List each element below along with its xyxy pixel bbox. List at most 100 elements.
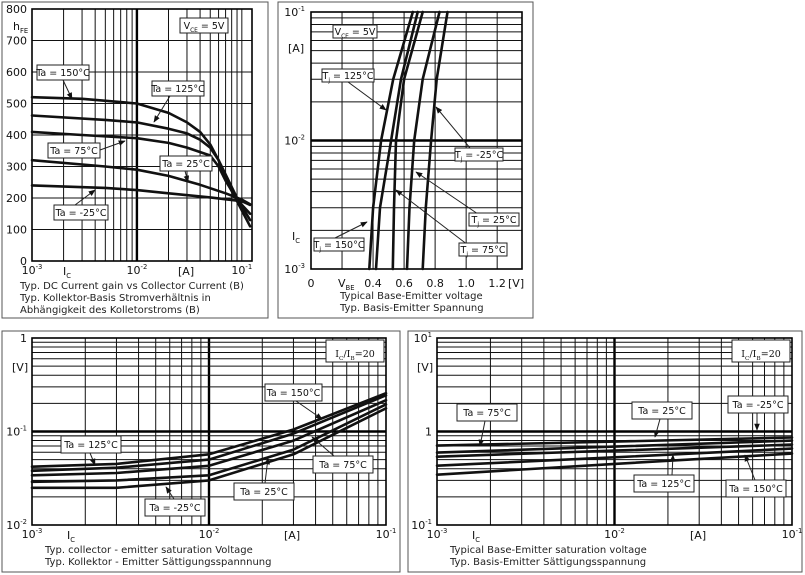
series-label: Tj = 125°C xyxy=(322,71,374,84)
text-segment: I xyxy=(335,349,339,360)
text-segment: -2 xyxy=(213,527,220,535)
leader-arrow xyxy=(74,189,96,206)
condition-label: IC/IB=20 xyxy=(335,349,375,362)
leader-arrow xyxy=(334,221,368,239)
series-label-box xyxy=(631,401,693,420)
leader-arrow xyxy=(165,486,175,500)
x-tick-label: 1.0 xyxy=(457,277,475,290)
leader-arrow xyxy=(744,454,756,481)
series-label-box xyxy=(144,498,206,517)
leader-arrow xyxy=(295,400,323,420)
text-segment: h xyxy=(13,20,20,33)
condition-box xyxy=(325,339,385,363)
chart-caption: Abhängigkeit des Kolletorstroms (B) xyxy=(20,305,200,316)
text-segment: -2 xyxy=(141,263,148,271)
chart-caption: Typ. Basis-Emitter Spannung xyxy=(339,303,484,314)
text-segment: -1 xyxy=(425,518,432,526)
text-segment: C xyxy=(475,536,480,544)
series-label-box xyxy=(454,147,504,162)
y-tick-label: 1 xyxy=(425,426,432,439)
chart-caption: Typ. Kollektor-Basis Stromverhältnis in xyxy=(19,293,211,304)
series-label-box xyxy=(264,383,323,402)
text-segment: 10 xyxy=(284,6,298,19)
text-segment: Ta = 150°C xyxy=(266,388,321,399)
text-segment: CE xyxy=(341,34,349,40)
text-segment: T xyxy=(471,215,478,226)
text-segment: Ta = 25°C xyxy=(637,406,686,417)
series-label-box xyxy=(633,474,695,493)
text-segment: Ta = 125°C xyxy=(150,84,205,95)
series-label-box xyxy=(233,482,295,501)
text-segment: -3 xyxy=(36,527,43,535)
text-segment: Ta = -25°C xyxy=(732,400,784,411)
series-label: Tj = 150°C xyxy=(313,240,365,253)
x-tick-label: 10-1 xyxy=(376,527,397,541)
text-segment: = 150°C xyxy=(321,240,365,251)
leader-arrow xyxy=(653,418,661,438)
text-segment: = -25°C xyxy=(462,150,503,161)
leader-arrow xyxy=(395,189,469,246)
text-segment: 10 xyxy=(127,264,141,277)
series-label-box xyxy=(458,242,508,257)
series-label-box xyxy=(36,64,90,81)
text-segment: 10 xyxy=(284,263,298,276)
condition-box xyxy=(731,339,791,363)
y-tick-label: 700 xyxy=(6,35,27,48)
series-line xyxy=(405,10,441,271)
text-segment: -1 xyxy=(20,425,27,433)
series-line xyxy=(374,10,420,271)
chart-caption: Typ. Basis-Emitter Sättigungsspannung xyxy=(449,557,646,568)
series-line xyxy=(30,114,252,222)
text-segment: B xyxy=(350,356,354,362)
series-line xyxy=(367,10,415,271)
text-segment: = 75°C xyxy=(468,245,506,256)
leader-arrow xyxy=(99,140,126,151)
series-label: Ta = -25°C xyxy=(149,503,201,514)
series-label-box xyxy=(60,435,122,454)
series-label: Ta = 150°C xyxy=(266,388,321,399)
series-label: Ta = 150°C xyxy=(728,484,783,495)
condition-box xyxy=(332,24,378,39)
y-tick-label: 600 xyxy=(6,66,27,79)
chart-caption: Typ. collector - emitter saturation Volt… xyxy=(44,545,253,556)
text-segment: T xyxy=(454,150,461,161)
x-tick-label: 0.4 xyxy=(364,277,382,290)
series-label-box xyxy=(456,403,518,422)
series-label: Ta = 75°C xyxy=(462,408,511,419)
text-segment: =20 xyxy=(761,349,781,360)
y-tick-label: 10-1 xyxy=(284,5,305,19)
y-tick-label: 200 xyxy=(6,192,27,205)
x-tick-label: 0 xyxy=(308,277,315,290)
series-label: Ta = 125°C xyxy=(63,440,118,451)
chart-panel-1: 10-3 10-2 10-10100200300400500600700800IC[… xyxy=(1,1,269,319)
text-segment: C xyxy=(339,356,344,362)
text-segment: = 125°C xyxy=(330,71,374,82)
series-label: Ta = 150°C xyxy=(35,68,90,79)
x-axis-unit: [V] xyxy=(508,277,524,290)
text-segment: Ta = 125°C xyxy=(63,440,118,451)
leader-arrow xyxy=(415,171,479,215)
x-tick-label: 0.8 xyxy=(426,277,444,290)
leader-arrow xyxy=(89,452,96,466)
text-segment: Ta = -25°C xyxy=(55,208,107,219)
text-segment: j xyxy=(460,157,463,163)
series-label: Ta = -25°C xyxy=(732,400,784,411)
x-tick-label: 10-1 xyxy=(231,263,252,277)
series-label: Ta = 25°C xyxy=(239,487,288,498)
series-line xyxy=(30,391,388,469)
y-axis-label: hFE xyxy=(13,20,28,35)
x-axis-label: IC xyxy=(63,265,71,280)
series-label: Ta = 25°C xyxy=(161,159,210,170)
x-axis-unit: [A] xyxy=(178,265,194,278)
text-segment: I xyxy=(63,265,66,278)
leader-arrow xyxy=(311,436,335,457)
leader-arrow xyxy=(62,79,73,100)
text-segment: Ta = 75°C xyxy=(318,460,367,471)
y-axis-unit: [V] xyxy=(417,361,433,374)
series-label: Ta = 25°C xyxy=(637,406,686,417)
x-tick-label: 10-2 xyxy=(199,527,220,541)
text-segment: j xyxy=(476,222,479,228)
series-line xyxy=(435,443,794,459)
text-segment: I xyxy=(67,529,70,542)
